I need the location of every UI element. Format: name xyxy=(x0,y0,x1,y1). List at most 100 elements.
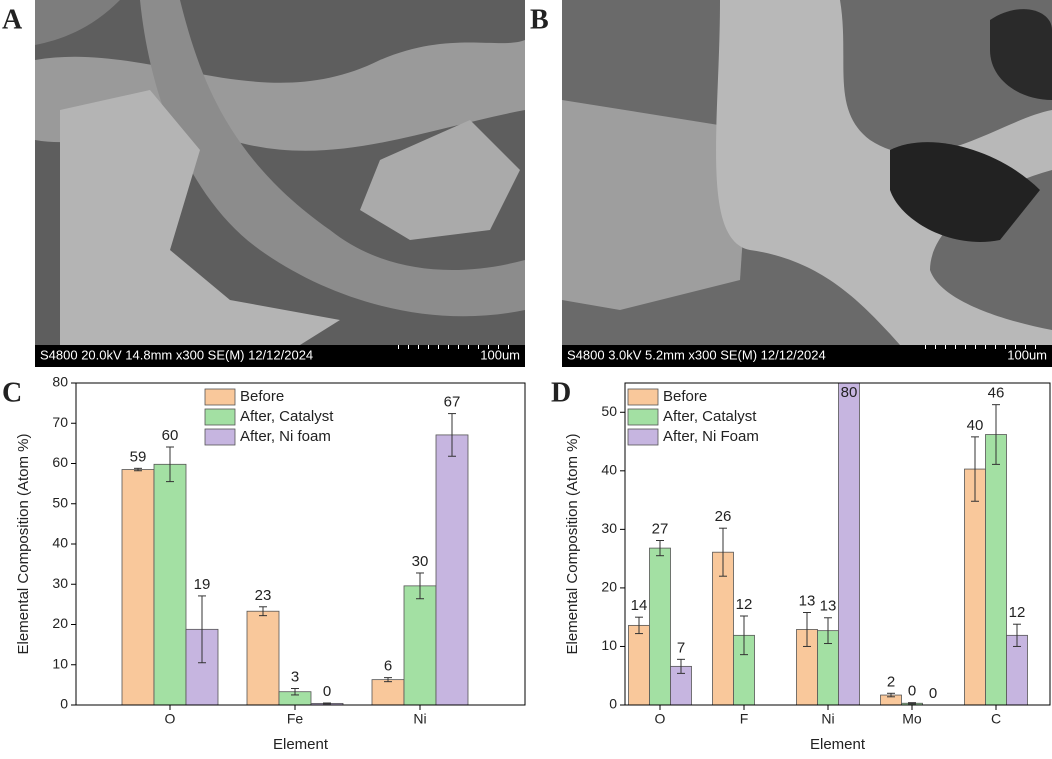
value-label: 0 xyxy=(323,683,331,700)
bar xyxy=(964,468,986,705)
value-label: 13 xyxy=(799,592,816,609)
y-tick-label: 50 xyxy=(52,494,68,510)
error-bar xyxy=(887,692,895,698)
error-bar xyxy=(291,687,299,696)
value-label: 6 xyxy=(384,658,392,675)
bar xyxy=(838,383,860,705)
x-tick-label: Fe xyxy=(287,711,304,727)
value-label: 0 xyxy=(929,685,937,702)
y-tick-label: 40 xyxy=(601,462,617,478)
error-bar xyxy=(323,702,331,705)
y-tick-label: 60 xyxy=(52,454,68,470)
error-bar xyxy=(971,436,979,502)
plot-area xyxy=(628,383,1028,705)
error-bar xyxy=(635,616,643,635)
scale-label: 100um xyxy=(480,347,520,362)
legend-swatch xyxy=(627,428,659,446)
value-label: 14 xyxy=(631,597,648,614)
x-axis-title: Element xyxy=(810,736,866,753)
value-label: 0 xyxy=(908,683,916,700)
value-label: 23 xyxy=(255,587,272,604)
y-tick-label: 50 xyxy=(601,403,617,419)
error-bar xyxy=(1013,623,1021,647)
error-bar xyxy=(803,611,811,647)
x-tick-label: Ni xyxy=(413,711,426,727)
axes-frame xyxy=(624,382,1051,706)
bar xyxy=(371,679,405,705)
bar xyxy=(153,463,187,705)
value-label: 30 xyxy=(412,553,429,570)
legend-label: After, Catalyst xyxy=(240,408,334,425)
y-tick-label: 10 xyxy=(52,655,68,671)
value-label: 19 xyxy=(194,576,211,593)
error-bar xyxy=(198,595,206,664)
bar xyxy=(628,624,650,705)
axes-frame xyxy=(75,382,526,706)
y-tick-label: 0 xyxy=(60,696,68,712)
value-label: 26 xyxy=(715,508,732,525)
x-tick-label: O xyxy=(655,711,666,727)
legend-swatch xyxy=(204,428,236,446)
y-tick-label: 70 xyxy=(52,414,68,430)
error-bar xyxy=(719,527,727,577)
info-bar xyxy=(562,345,1052,367)
legend-label: Before xyxy=(663,388,707,405)
bar xyxy=(403,585,437,705)
error-bar xyxy=(992,404,1000,465)
legend-label: After, Ni foam xyxy=(240,428,331,445)
panel-label: A xyxy=(2,4,23,35)
y-tick-label: 30 xyxy=(52,575,68,591)
legend-label: After, Catalyst xyxy=(663,408,757,425)
x-axis-title: Element xyxy=(273,736,329,753)
image-info: S4800 3.0kV 5.2mm x300 SE(M) 12/12/2024 xyxy=(567,347,826,362)
value-label: 2 xyxy=(887,673,895,690)
error-bar xyxy=(740,615,748,656)
value-label: 3 xyxy=(291,668,299,685)
error-bar xyxy=(677,658,685,674)
bar xyxy=(435,434,469,705)
y-tick-label: 80 xyxy=(52,374,68,390)
y-tick-label: 30 xyxy=(601,520,617,536)
sem-image-b xyxy=(562,0,1052,345)
error-bar xyxy=(824,617,832,645)
value-label: 12 xyxy=(1009,604,1026,621)
legend-label: After, Ni Foam xyxy=(663,428,759,445)
x-tick-label: O xyxy=(165,711,176,727)
panel-label: D xyxy=(551,377,571,408)
x-tick-label: C xyxy=(991,711,1001,727)
legend-swatch xyxy=(204,408,236,426)
value-label: 59 xyxy=(130,448,147,465)
value-label: 7 xyxy=(677,639,685,656)
error-bar xyxy=(416,572,424,600)
info-bar xyxy=(35,345,525,367)
value-label: 27 xyxy=(652,520,669,537)
bar xyxy=(246,610,280,705)
value-label: 13 xyxy=(820,598,837,615)
error-bar xyxy=(448,413,456,457)
y-axis-title: Elemental Composition (Atom %) xyxy=(15,434,32,655)
scale-label: 100um xyxy=(1007,347,1047,362)
legend-swatch xyxy=(204,388,236,406)
y-tick-label: 40 xyxy=(52,535,68,551)
x-tick-label: Mo xyxy=(902,711,922,727)
bar xyxy=(985,434,1007,705)
error-bar xyxy=(134,467,142,472)
legend-label: Before xyxy=(240,388,284,405)
panel-label: B xyxy=(530,4,549,35)
y-axis-title: Elemental Composition (Atom %) xyxy=(564,434,581,655)
panel-label: C xyxy=(2,377,22,408)
error-bar xyxy=(656,539,664,557)
value-label: 60 xyxy=(162,427,179,444)
legend-swatch xyxy=(627,408,659,426)
error-bar xyxy=(908,702,916,705)
value-label: 80 xyxy=(841,384,858,401)
bar xyxy=(649,547,671,705)
error-bar xyxy=(384,677,392,683)
value-label: 40 xyxy=(967,417,984,434)
y-tick-label: 0 xyxy=(609,696,617,712)
image-info: S4800 20.0kV 14.8mm x300 SE(M) 12/12/202… xyxy=(40,347,313,362)
bar xyxy=(121,469,155,705)
legend-swatch xyxy=(627,388,659,406)
error-bar xyxy=(166,446,174,483)
